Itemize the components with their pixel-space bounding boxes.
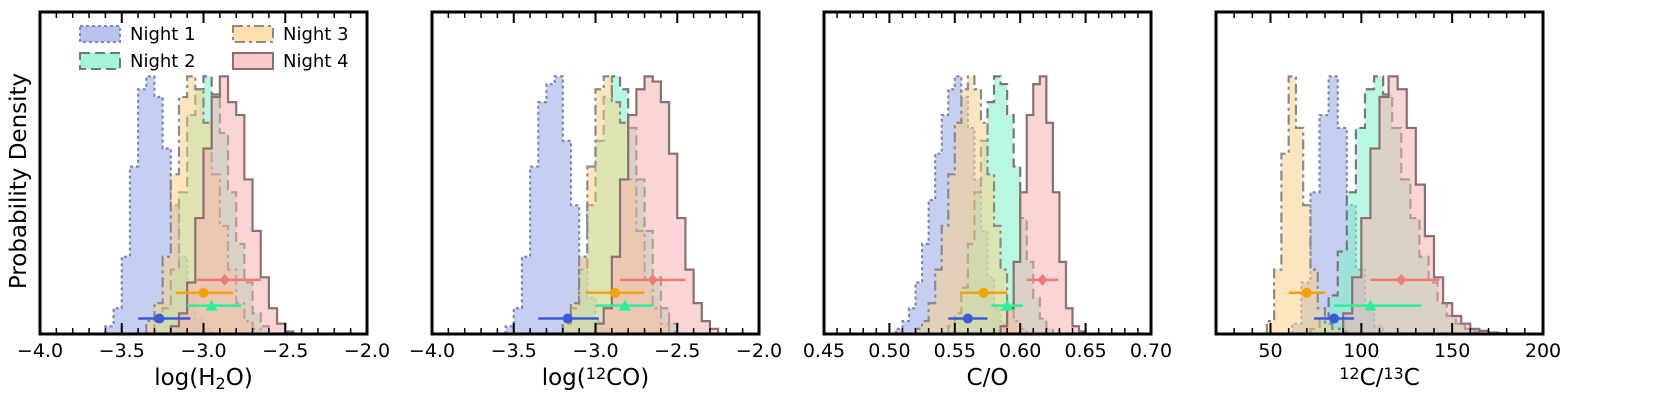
errorbar-night-4 xyxy=(1370,273,1440,286)
x-tick-label: 0.60 xyxy=(999,340,1041,362)
x-tick-label: −2.5 xyxy=(654,340,700,362)
histogram-night-4 xyxy=(169,75,295,334)
legend-label: Night 3 xyxy=(283,24,349,45)
panel-2: −4.0 −3.5 −3.0 −2.5 −2.0 log(12CO) xyxy=(409,10,782,391)
errorbar-night-2 xyxy=(991,299,1023,311)
histograms xyxy=(1265,75,1508,334)
panel-1: −4.0 −3.5 −3.0 −2.5 −2.0 log(H2O) xyxy=(17,10,390,393)
legend-item-night-3: Night 3 xyxy=(232,24,349,45)
errorbar-night-1 xyxy=(138,313,191,324)
x-axis-label: C/O xyxy=(967,365,1009,391)
panels: −4.0 −3.5 −3.0 −2.5 −2.0 log(H2O) −4.0 −3.5 −3.0… xyxy=(17,10,1561,393)
legend-label: Night 1 xyxy=(130,24,196,45)
errorbar-night-4 xyxy=(620,273,686,286)
panel-3: 0.45 0.50 0.55 0.60 0.65 0.70 C/O xyxy=(803,10,1172,391)
errorbar-night-1 xyxy=(538,313,599,324)
x-tick-label: 0.65 xyxy=(1064,340,1106,362)
errorbar-night-3 xyxy=(960,287,1008,298)
legend-item-night-4: Night 4 xyxy=(232,51,349,72)
histogram-night-3 xyxy=(1265,75,1348,334)
x-tick-label: −3.5 xyxy=(99,340,145,362)
errorbar-night-1 xyxy=(948,313,988,324)
x-tick-label: −3.0 xyxy=(180,340,226,362)
x-tick-label: 50 xyxy=(1258,340,1282,362)
errorbar-night-2 xyxy=(187,299,242,311)
x-tick-label: 0.45 xyxy=(803,340,845,362)
axes-frame xyxy=(822,10,1153,336)
x-tick-label: −2.0 xyxy=(736,340,782,362)
panel-4: 50 100 150 200 12C/13C xyxy=(1214,10,1561,391)
histogram-night-4 xyxy=(1342,75,1508,334)
errorbar-night-3 xyxy=(175,287,233,298)
errorbar-night-3 xyxy=(1288,287,1325,298)
errorbar-night-2 xyxy=(1334,299,1422,311)
x-axis-label: log(H2O) xyxy=(154,365,253,393)
histograms xyxy=(504,75,720,334)
x-tick-label: −3.5 xyxy=(491,340,537,362)
histograms xyxy=(894,75,1087,334)
legend-label: Night 2 xyxy=(130,51,196,72)
x-tick-label: 0.50 xyxy=(868,340,910,362)
y-axis-label: Probability Density xyxy=(6,73,32,289)
x-tick-label: 150 xyxy=(1434,340,1470,362)
legend-item-night-2: Night 2 xyxy=(79,51,196,72)
x-tick-label: 100 xyxy=(1343,340,1379,362)
x-tick-label: −4.0 xyxy=(17,340,63,362)
errorbar-night-3 xyxy=(585,287,645,298)
errorbar-night-1 xyxy=(1314,313,1355,324)
errorbar-night-4 xyxy=(196,273,261,286)
legend-label: Night 4 xyxy=(283,51,349,72)
x-tick-label: 0.55 xyxy=(934,340,976,362)
x-tick-label: −3.0 xyxy=(572,340,618,362)
errorbar-night-4 xyxy=(1026,273,1059,286)
legend: Night 1 Night 2 Night 3 Night 4 xyxy=(79,24,349,72)
x-tick-label: 0.70 xyxy=(1130,340,1172,362)
x-tick-label: −2.5 xyxy=(262,340,308,362)
errorbar-night-2 xyxy=(595,299,653,311)
x-tick-label: 200 xyxy=(1525,340,1561,362)
x-axis-label: log(12CO) xyxy=(542,364,650,391)
histogram-night-4 xyxy=(594,75,720,334)
histogram-night-4 xyxy=(999,75,1087,334)
histograms xyxy=(104,75,295,334)
x-tick-label: −2.0 xyxy=(344,340,390,362)
x-axis-label: 12C/13C xyxy=(1339,364,1420,391)
x-tick-label: −4.0 xyxy=(409,340,455,362)
legend-item-night-1: Night 1 xyxy=(79,24,196,45)
